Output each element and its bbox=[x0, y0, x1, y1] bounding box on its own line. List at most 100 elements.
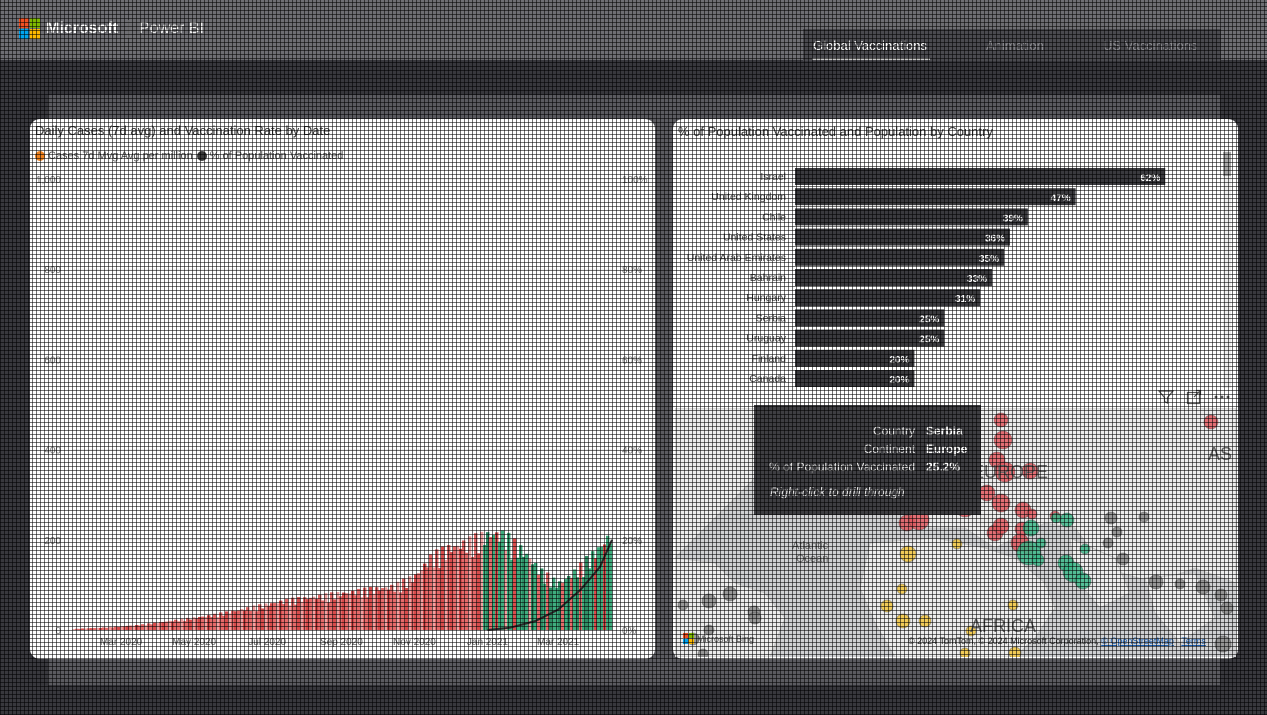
cases-column[interactable] bbox=[180, 618, 184, 630]
cases-column[interactable] bbox=[465, 552, 469, 630]
cases-column[interactable] bbox=[450, 552, 454, 630]
bar[interactable] bbox=[795, 289, 981, 307]
cases-column[interactable] bbox=[417, 573, 421, 630]
terms-link[interactable]: Terms bbox=[1181, 636, 1206, 646]
country-bubble[interactable] bbox=[880, 599, 894, 613]
cases-column[interactable] bbox=[531, 564, 535, 630]
country-bubble[interactable] bbox=[1026, 508, 1038, 520]
country-bubble[interactable] bbox=[1031, 553, 1045, 567]
cases-column[interactable] bbox=[99, 627, 103, 630]
cases-column[interactable] bbox=[186, 617, 190, 630]
legend-item-cases[interactable]: Cases 7d Mvg Avg per million bbox=[35, 150, 193, 162]
cases-column[interactable] bbox=[519, 545, 523, 630]
cases-column[interactable] bbox=[177, 621, 181, 630]
cases-column[interactable] bbox=[495, 532, 499, 630]
cases-column[interactable] bbox=[375, 587, 379, 630]
bar[interactable] bbox=[795, 248, 1004, 266]
cases-column[interactable] bbox=[537, 574, 541, 630]
cases-column[interactable] bbox=[213, 613, 217, 630]
cases-column[interactable] bbox=[81, 628, 85, 630]
cases-column[interactable] bbox=[156, 623, 160, 630]
country-bubble[interactable] bbox=[1102, 537, 1114, 549]
country-bubble[interactable] bbox=[748, 611, 762, 625]
country-bubble[interactable] bbox=[697, 648, 709, 657]
country-bubble[interactable] bbox=[959, 647, 971, 657]
openstreetmap-link[interactable]: © OpenStreetMap bbox=[1101, 636, 1174, 646]
filter-icon[interactable] bbox=[1157, 389, 1175, 409]
cases-column[interactable] bbox=[192, 617, 196, 630]
cases-column[interactable] bbox=[342, 592, 346, 630]
country-bubble[interactable] bbox=[1104, 511, 1118, 525]
cases-column[interactable] bbox=[135, 625, 139, 630]
cases-column[interactable] bbox=[381, 588, 385, 630]
cases-column[interactable] bbox=[120, 626, 124, 630]
bar-chart-scrollbar[interactable] bbox=[1223, 150, 1231, 388]
cases-column[interactable] bbox=[474, 533, 478, 630]
cases-column[interactable] bbox=[441, 546, 445, 630]
cases-column[interactable] bbox=[543, 583, 547, 630]
cases-column[interactable] bbox=[393, 591, 397, 630]
cases-column[interactable] bbox=[240, 609, 244, 630]
cases-column[interactable] bbox=[471, 557, 475, 630]
cases-column[interactable] bbox=[204, 616, 208, 630]
country-bubble[interactable] bbox=[1214, 588, 1228, 602]
cases-column[interactable] bbox=[546, 572, 550, 630]
cases-column[interactable] bbox=[513, 538, 517, 630]
cases-column[interactable] bbox=[333, 599, 337, 630]
country-bubble[interactable] bbox=[1007, 599, 1019, 611]
cases-column[interactable] bbox=[486, 532, 490, 630]
cases-column[interactable] bbox=[411, 582, 415, 630]
country-bubble[interactable] bbox=[896, 583, 908, 595]
cases-column[interactable] bbox=[321, 600, 325, 630]
cases-column[interactable] bbox=[249, 610, 253, 630]
cases-column[interactable] bbox=[390, 584, 394, 630]
cases-column[interactable] bbox=[141, 624, 145, 630]
cases-column[interactable] bbox=[540, 568, 544, 630]
cases-column[interactable] bbox=[453, 546, 457, 630]
cases-column[interactable] bbox=[507, 532, 511, 630]
cases-column[interactable] bbox=[579, 562, 583, 630]
cases-column[interactable] bbox=[351, 590, 355, 630]
cases-column[interactable] bbox=[243, 610, 247, 630]
cases-column[interactable] bbox=[123, 626, 127, 630]
cases-column[interactable] bbox=[432, 567, 436, 630]
country-bubble[interactable] bbox=[1138, 511, 1150, 523]
cases-column[interactable] bbox=[114, 626, 118, 630]
cases-column[interactable] bbox=[573, 569, 577, 630]
cases-column[interactable] bbox=[222, 615, 226, 630]
cases-column[interactable] bbox=[429, 554, 433, 630]
cases-column[interactable] bbox=[492, 534, 496, 630]
cases-column[interactable] bbox=[489, 536, 493, 630]
cases-column[interactable] bbox=[294, 604, 298, 630]
cases-column[interactable] bbox=[261, 608, 265, 630]
cases-column[interactable] bbox=[117, 626, 121, 630]
cases-column[interactable] bbox=[300, 601, 304, 630]
cases-column[interactable] bbox=[291, 597, 295, 630]
cases-column[interactable] bbox=[210, 617, 214, 630]
cases-column[interactable] bbox=[462, 540, 466, 630]
country-bubble[interactable] bbox=[1174, 578, 1186, 590]
cases-column[interactable] bbox=[477, 553, 481, 630]
country-bubble[interactable] bbox=[899, 545, 917, 563]
country-bubble[interactable] bbox=[722, 586, 738, 602]
cases-column[interactable] bbox=[225, 611, 229, 630]
country-bubble[interactable] bbox=[1148, 574, 1164, 590]
cases-column[interactable] bbox=[282, 604, 286, 630]
cases-column[interactable] bbox=[276, 603, 280, 630]
cases-column[interactable] bbox=[126, 625, 130, 630]
cases-column[interactable] bbox=[72, 629, 76, 630]
cases-column[interactable] bbox=[144, 625, 148, 630]
cases-column[interactable] bbox=[90, 628, 94, 630]
cases-column[interactable] bbox=[207, 615, 211, 630]
cases-column[interactable] bbox=[363, 587, 367, 630]
cases-column[interactable] bbox=[567, 575, 571, 630]
cases-column[interactable] bbox=[447, 545, 451, 630]
cases-column[interactable] bbox=[309, 597, 313, 630]
bar[interactable] bbox=[795, 188, 1076, 206]
cases-column[interactable] bbox=[354, 595, 358, 630]
cases-column[interactable] bbox=[219, 612, 223, 630]
cases-column[interactable] bbox=[594, 558, 598, 630]
cases-column[interactable] bbox=[423, 563, 427, 630]
country-bubble[interactable] bbox=[991, 493, 1011, 513]
cases-column[interactable] bbox=[138, 625, 142, 630]
